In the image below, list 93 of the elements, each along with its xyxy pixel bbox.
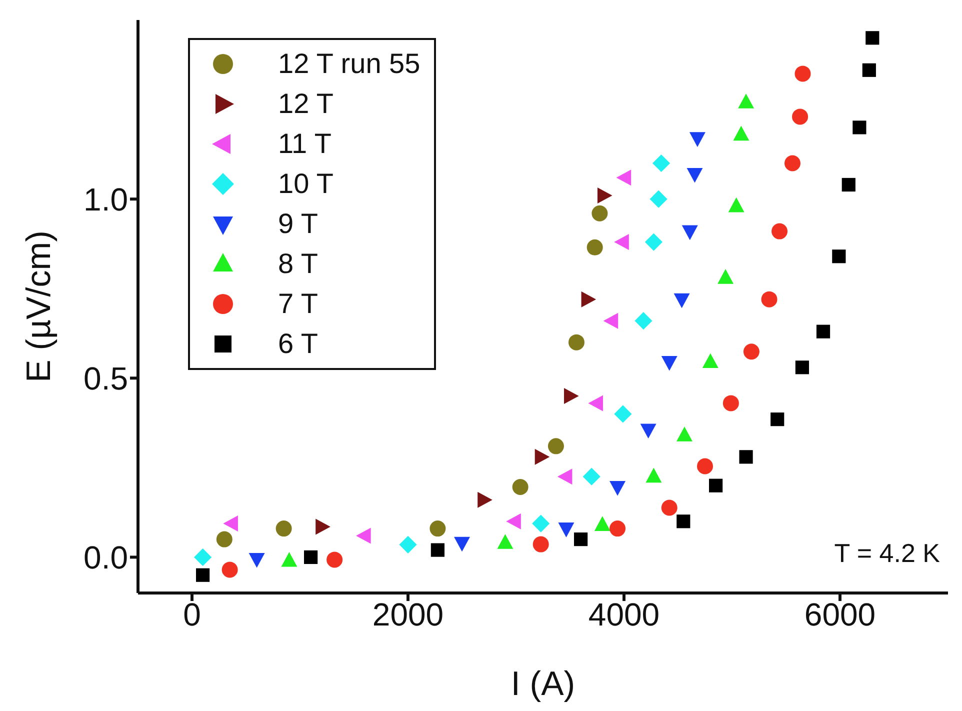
point xyxy=(430,520,446,537)
point xyxy=(770,412,784,426)
point xyxy=(557,468,572,485)
point xyxy=(661,356,678,371)
x-tick-label: 0 xyxy=(183,596,201,633)
legend-label: 9 T xyxy=(278,207,318,241)
point xyxy=(610,480,626,496)
legend-label: 6 T xyxy=(278,327,318,361)
point xyxy=(512,478,528,495)
point xyxy=(792,108,808,125)
point xyxy=(842,178,856,192)
annotation: T = 4.2 K xyxy=(834,538,940,569)
point xyxy=(722,395,739,412)
point xyxy=(532,514,550,532)
point xyxy=(644,233,662,251)
legend-label: 8 T xyxy=(278,247,318,281)
point xyxy=(222,562,238,578)
point xyxy=(574,532,588,546)
point xyxy=(718,269,734,284)
point xyxy=(738,94,754,108)
y-tick-label: 0.0 xyxy=(84,540,128,576)
x-axis-title: I (A) xyxy=(510,665,576,703)
point xyxy=(603,312,618,329)
point xyxy=(216,531,232,548)
point xyxy=(640,424,656,438)
point xyxy=(646,468,662,483)
y-tick-label: 0.5 xyxy=(84,360,128,396)
point xyxy=(588,395,603,412)
point xyxy=(682,225,698,240)
point xyxy=(316,518,330,535)
point xyxy=(739,450,753,464)
y-axis-title: E (µV/cm) xyxy=(20,230,58,382)
point xyxy=(772,223,788,240)
point xyxy=(276,520,292,537)
x-tick-label: 4000 xyxy=(588,596,660,633)
legend-label: 10 T xyxy=(278,167,334,201)
point xyxy=(686,168,703,183)
point xyxy=(506,513,521,530)
point xyxy=(597,187,612,204)
point xyxy=(614,234,629,250)
point xyxy=(478,492,492,508)
point xyxy=(676,514,690,528)
point xyxy=(196,568,210,582)
y-tick-label: 1.0 xyxy=(84,181,128,218)
point xyxy=(610,520,626,537)
legend-label: 7 T xyxy=(278,287,318,321)
point xyxy=(650,190,668,208)
point xyxy=(652,154,670,172)
point xyxy=(454,536,470,552)
point xyxy=(568,334,584,350)
point xyxy=(784,155,800,172)
point xyxy=(866,31,880,45)
point xyxy=(795,360,809,374)
point xyxy=(223,516,238,532)
point xyxy=(634,312,652,330)
point xyxy=(661,500,678,516)
point xyxy=(616,170,632,186)
point xyxy=(558,522,574,538)
x-tick-label: 2000 xyxy=(372,596,444,633)
point xyxy=(548,438,564,454)
point xyxy=(743,344,760,360)
point xyxy=(356,528,371,544)
legend-label: 12 T xyxy=(278,87,334,121)
point xyxy=(399,536,417,554)
point xyxy=(761,291,778,308)
point xyxy=(832,250,846,264)
point xyxy=(794,66,811,82)
point xyxy=(304,550,318,564)
point xyxy=(674,293,690,308)
legend-label: 12 T run 55 xyxy=(278,47,420,81)
point xyxy=(592,205,608,222)
point xyxy=(534,448,550,465)
point xyxy=(689,132,706,147)
point xyxy=(194,548,212,566)
point xyxy=(697,458,713,474)
point xyxy=(702,353,718,368)
point xyxy=(852,120,866,134)
point xyxy=(430,543,444,557)
point xyxy=(816,324,830,338)
point xyxy=(532,536,549,552)
point xyxy=(614,405,632,423)
point xyxy=(709,478,723,492)
x-tick-label: 6000 xyxy=(804,596,876,633)
point xyxy=(326,552,343,568)
point xyxy=(586,239,603,256)
point xyxy=(733,126,750,141)
point xyxy=(728,197,744,212)
legend-label: 11 T xyxy=(278,127,332,161)
point xyxy=(676,426,692,442)
point xyxy=(248,552,265,568)
point xyxy=(862,63,876,77)
point xyxy=(497,534,514,549)
point xyxy=(582,468,600,486)
